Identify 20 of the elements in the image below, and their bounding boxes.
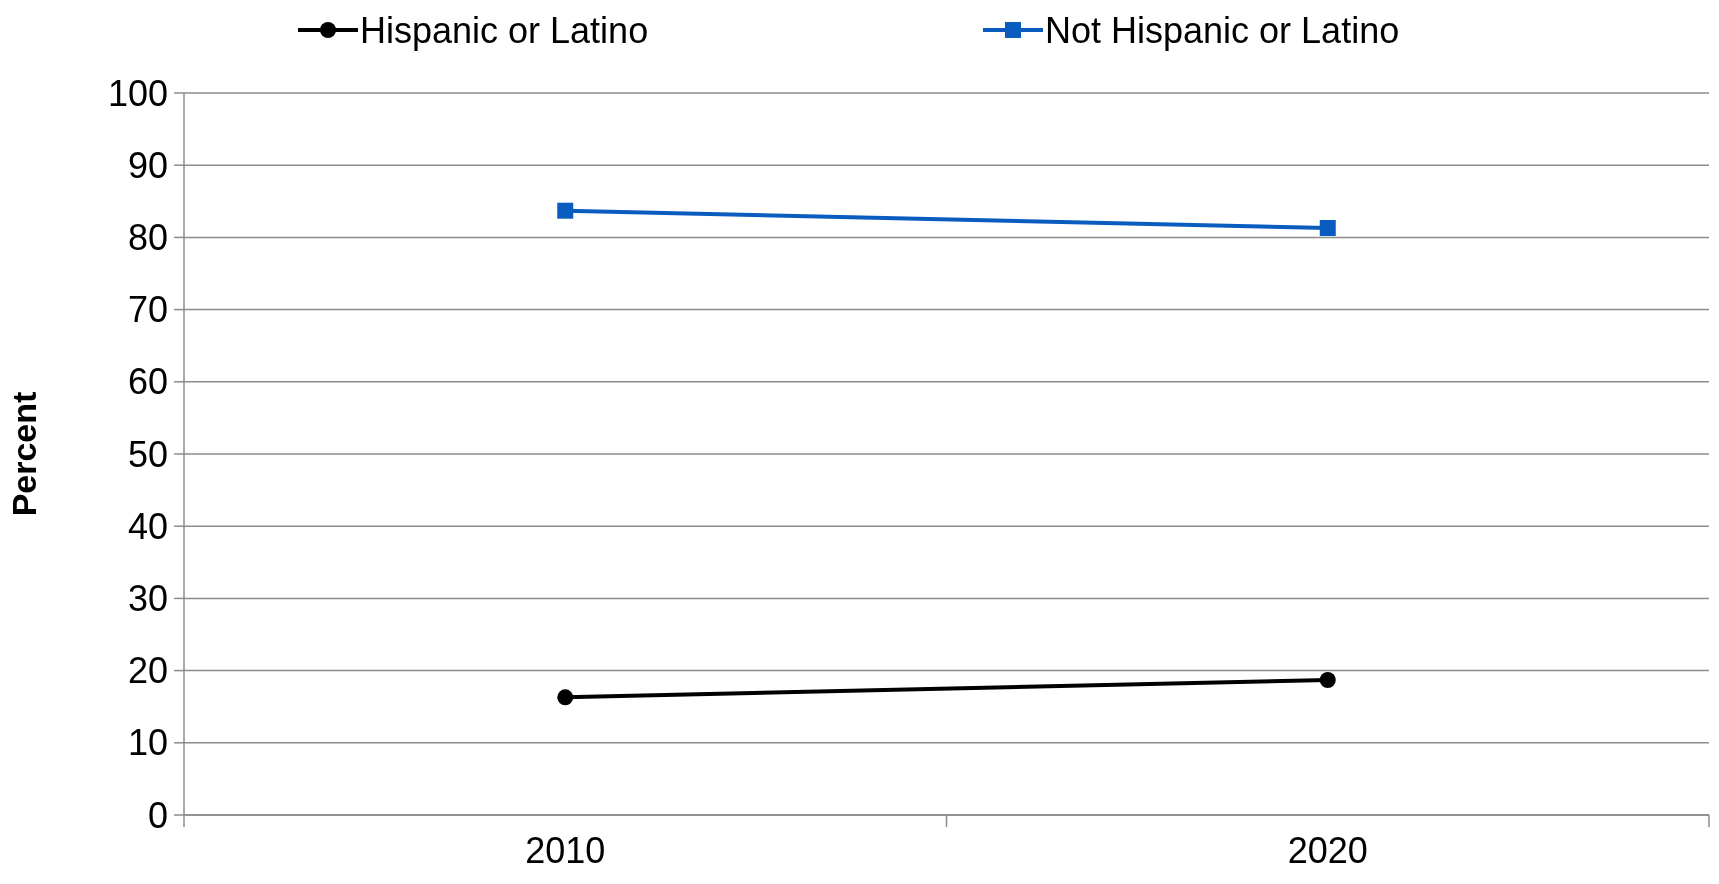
y-tick-label: 40 xyxy=(127,505,168,547)
y-tick-label: 10 xyxy=(127,722,168,764)
point xyxy=(557,689,574,706)
x-tick-label: 2010 xyxy=(525,830,606,871)
y-tick-label: 0 xyxy=(147,794,168,836)
legend-label: Hispanic or Latino xyxy=(360,9,649,51)
y-tick-label: 30 xyxy=(127,578,168,619)
point xyxy=(1319,220,1336,237)
y-tick-label: 90 xyxy=(127,144,168,186)
y-tick-label: 100 xyxy=(107,72,168,114)
point xyxy=(1319,671,1336,688)
x-tick-label: 2020 xyxy=(1287,830,1368,871)
y-tick-label: 60 xyxy=(127,361,168,403)
y-tick-label: 20 xyxy=(127,650,168,692)
legend-label: Not Hispanic or Latino xyxy=(1045,9,1400,51)
y-axis-title: Percent xyxy=(5,391,43,517)
y-tick-label: 70 xyxy=(127,289,168,331)
y-tick-label: 50 xyxy=(127,433,168,475)
point xyxy=(557,202,574,219)
y-tick-label: 80 xyxy=(127,217,168,258)
